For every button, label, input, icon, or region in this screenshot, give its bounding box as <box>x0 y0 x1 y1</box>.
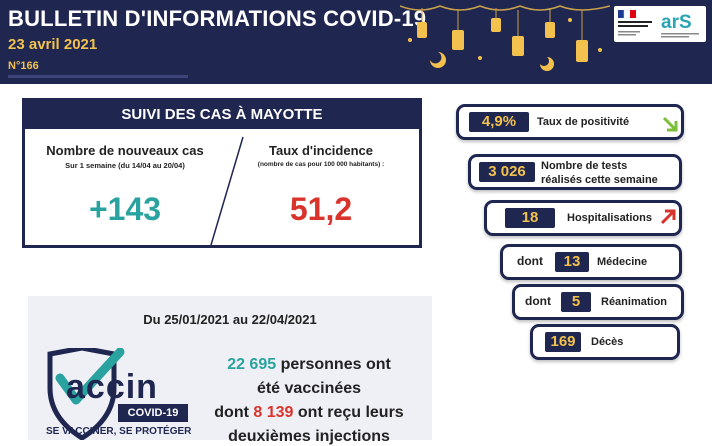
tests-label-line-2: réalisés cette semaine <box>541 174 658 186</box>
header-banner: BULLETIN D'INFORMATIONS COVID-19 23 avri… <box>0 0 712 84</box>
positivity-label: Taux de positivité <box>537 116 630 128</box>
positivity-value: 4,9% <box>469 112 529 132</box>
covid-badge: COVID-19 <box>118 404 188 422</box>
svg-text:arS: arS <box>661 12 692 33</box>
vaccinated-line-3: dont 8 139 ont reçu leurs <box>194 404 424 422</box>
vaccine-shield-icon <box>47 348 125 440</box>
hospitalisations-pill: 18 Hospitalisations <box>484 200 682 236</box>
cases-panel-title: SUIVI DES CAS À MAYOTTE <box>25 101 419 129</box>
bulletin-issue: N°166 <box>8 60 39 72</box>
header-fine-print-line <box>8 75 188 78</box>
deces-pill: 169 Décès <box>530 324 680 360</box>
vaccinated-text: personnes ont <box>280 356 391 373</box>
new-cases-label: Nombre de nouveaux cas <box>46 143 204 158</box>
incidence-value: 51,2 <box>289 191 353 227</box>
tests-label-line-1: Nombre de tests <box>541 160 628 172</box>
vaccination-panel: Du 25/01/2021 au 22/04/2021 accin COVID-… <box>28 296 432 445</box>
incidence-note: (nombre de cas pour 100 000 habitants) : <box>257 161 385 168</box>
hospitalisations-value: 18 <box>505 208 555 228</box>
positivity-pill: 4,9% Taux de positivité <box>456 104 684 140</box>
panel-divider <box>210 136 244 245</box>
republique-francaise-logo <box>614 6 660 42</box>
vaccin-logo-word: accin <box>66 368 158 406</box>
reanimation-label: Réanimation <box>601 296 668 308</box>
tests-value: 3 026 <box>479 162 535 182</box>
second-dose-prefix: dont <box>214 404 249 421</box>
trend-up-icon <box>660 209 676 225</box>
deces-value: 169 <box>545 332 581 352</box>
reanimation-value: 5 <box>561 292 591 312</box>
vaccinated-line-2: été vaccinées <box>256 380 362 397</box>
deces-label: Décès <box>591 336 624 348</box>
incidence-label: Taux d'incidence <box>269 143 373 158</box>
lantern-decoration-icon <box>400 5 610 71</box>
ars-logo: arS <box>656 6 706 42</box>
vaccinated-line-4: deuxièmes injections <box>228 428 390 445</box>
vaccination-period: Du 25/01/2021 au 22/04/2021 <box>143 312 317 327</box>
medecine-label: Médecine <box>597 256 648 268</box>
bulletin-title: BULLETIN D'INFORMATIONS COVID-19 <box>8 6 427 31</box>
cases-panel: SUIVI DES CAS À MAYOTTE Nombre de nouvea… <box>22 98 422 248</box>
hospitalisations-label: Hospitalisations <box>567 212 652 224</box>
tests-pill: 3 026 Nombre de tests réalisés cette sem… <box>468 154 682 190</box>
new-cases-period: Sur 1 semaine (du 14/04 au 20/04) <box>65 161 185 170</box>
new-cases-value: +143 <box>88 191 162 227</box>
vaccin-tagline: SE VACCINER, SE PROTÉGER <box>46 426 192 437</box>
medecine-value: 13 <box>555 252 589 272</box>
reanimation-pill: dont 5 Réanimation <box>512 284 684 320</box>
medecine-prefix: dont <box>517 254 543 268</box>
reanimation-prefix: dont <box>525 294 551 308</box>
second-dose-suffix: ont reçu leurs <box>297 404 404 421</box>
vaccinated-count: 22 695 <box>227 356 277 373</box>
medecine-pill: dont 13 Médecine <box>500 244 682 280</box>
second-dose-count: 8 139 <box>253 404 294 421</box>
bulletin-date: 23 avril 2021 <box>8 36 98 53</box>
trend-down-icon <box>662 116 678 132</box>
vaccinated-line-1: 22 695 personnes ont <box>194 356 424 374</box>
